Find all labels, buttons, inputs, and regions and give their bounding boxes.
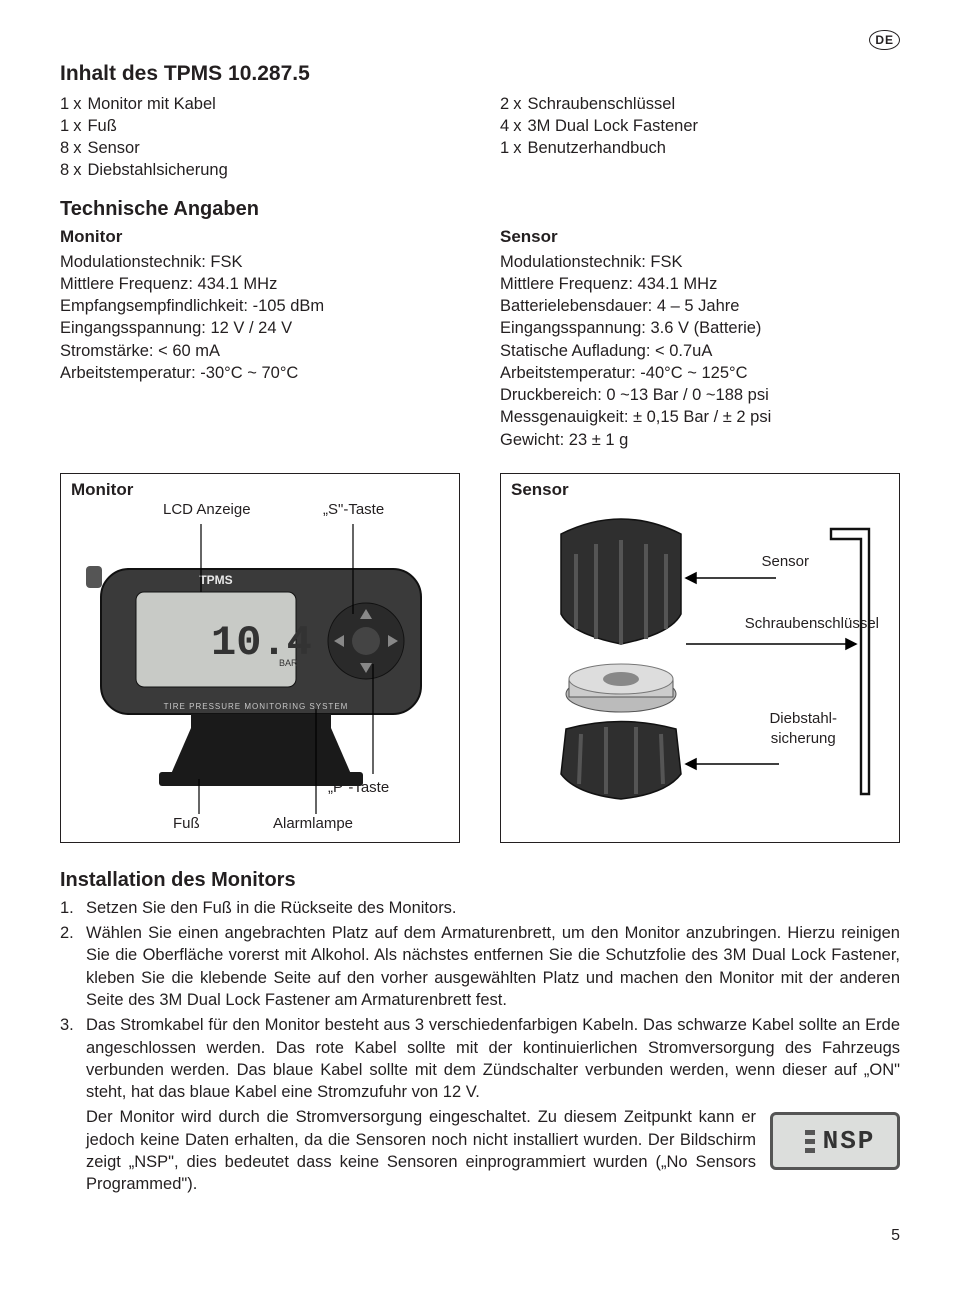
contents-left-table: 1xMonitor mit Kabel 1xFuß 8xSensor 8xDie… — [60, 93, 232, 182]
sensor-illustration — [511, 494, 900, 834]
spec-line: Mittlere Frequenz: 434.1 MHz — [500, 273, 900, 295]
nsp-lcd-text: NSP — [823, 1124, 876, 1159]
spec-line: Arbeitstemperatur: -40°C ~ 125°C — [500, 362, 900, 384]
spec-line: Mittlere Frequenz: 434.1 MHz — [60, 273, 460, 295]
spec-line: Statische Aufladung: < 0.7uA — [500, 340, 900, 362]
list-item: 1xFuß — [60, 115, 232, 137]
spec-line: Arbeitstemperatur: -30°C ~ 70°C — [60, 362, 460, 384]
install-step: 3.Das Stromkabel für den Monitor besteht… — [60, 1014, 900, 1103]
spec-line: Druckbereich: 0 ~13 Bar / 0 ~188 psi — [500, 384, 900, 406]
nsp-lcd-figure: NSP — [770, 1112, 900, 1170]
install-step: 2.Wählen Sie einen angebrachten Platz au… — [60, 922, 900, 1011]
spec-line: Modulationstechnik: FSK — [500, 251, 900, 273]
monitor-figure-title: Monitor — [71, 479, 133, 502]
language-code: DE — [869, 30, 900, 50]
spec-line: Modulationstechnik: FSK — [60, 251, 460, 273]
spec-line: Gewicht: 23 ± 1 g — [500, 429, 900, 451]
list-item: 1xBenutzerhandbuch — [500, 137, 702, 159]
sensor-spec-heading: Sensor — [500, 226, 900, 249]
install-step: 1.Setzen Sie den Fuß in die Rückseite de… — [60, 897, 900, 919]
figures-row: Monitor LCD Anzeige „S"-Taste „P"-Taste … — [60, 473, 900, 843]
spec-line: Messgenauigkeit: ± 0,15 Bar / ± 2 psi — [500, 406, 900, 428]
installation-heading: Installation des Monitors — [60, 867, 900, 894]
installation-section: Installation des Monitors 1.Setzen Sie d… — [60, 867, 900, 1195]
list-item: 1xMonitor mit Kabel — [60, 93, 232, 115]
contents-columns: 1xMonitor mit Kabel 1xFuß 8xSensor 8xDie… — [60, 93, 900, 182]
list-item: 8xSensor — [60, 137, 232, 159]
monitor-figure: Monitor LCD Anzeige „S"-Taste „P"-Taste … — [60, 473, 460, 843]
language-tag: DE — [60, 30, 900, 50]
svg-text:BAR: BAR — [279, 658, 298, 668]
list-item: 2xSchraubenschlüssel — [500, 93, 702, 115]
spec-line: Batterielebensdauer: 4 – 5 Jahre — [500, 295, 900, 317]
install-tail-text: Der Monitor wird durch die Stromversorgu… — [86, 1108, 756, 1193]
spec-line: Eingangsspannung: 3.6 V (Batterie) — [500, 317, 900, 339]
monitor-illustration: TPMS 10.4 BAR TIRE PRESSURE MONITORING S… — [81, 514, 451, 824]
specs-columns: Monitor Modulationstechnik: FSK Mittlere… — [60, 226, 900, 451]
page-number: 5 — [60, 1225, 900, 1247]
technical-heading: Technische Angaben — [60, 196, 900, 223]
list-item: 4x3M Dual Lock Fastener — [500, 115, 702, 137]
spec-line: Stromstärke: < 60 mA — [60, 340, 460, 362]
sensor-figure: Sensor Sensor Schraubenschlüssel Diebsta… — [500, 473, 900, 843]
install-tail: NSP Der Monitor wird durch die Stromvers… — [60, 1106, 900, 1195]
monitor-spec-heading: Monitor — [60, 226, 460, 249]
svg-text:TPMS: TPMS — [199, 573, 232, 587]
list-item: 8xDiebstahlsicherung — [60, 159, 232, 181]
svg-text:TIRE PRESSURE MONITORING SYSTE: TIRE PRESSURE MONITORING SYSTEM — [164, 702, 349, 711]
page-title: Inhalt des TPMS 10.287.5 — [60, 60, 900, 88]
spec-line: Empfangsempfindlichkeit: -105 dBm — [60, 295, 460, 317]
contents-right-table: 2xSchraubenschlüssel 4x3M Dual Lock Fast… — [500, 93, 702, 160]
spec-line: Eingangsspannung: 12 V / 24 V — [60, 317, 460, 339]
